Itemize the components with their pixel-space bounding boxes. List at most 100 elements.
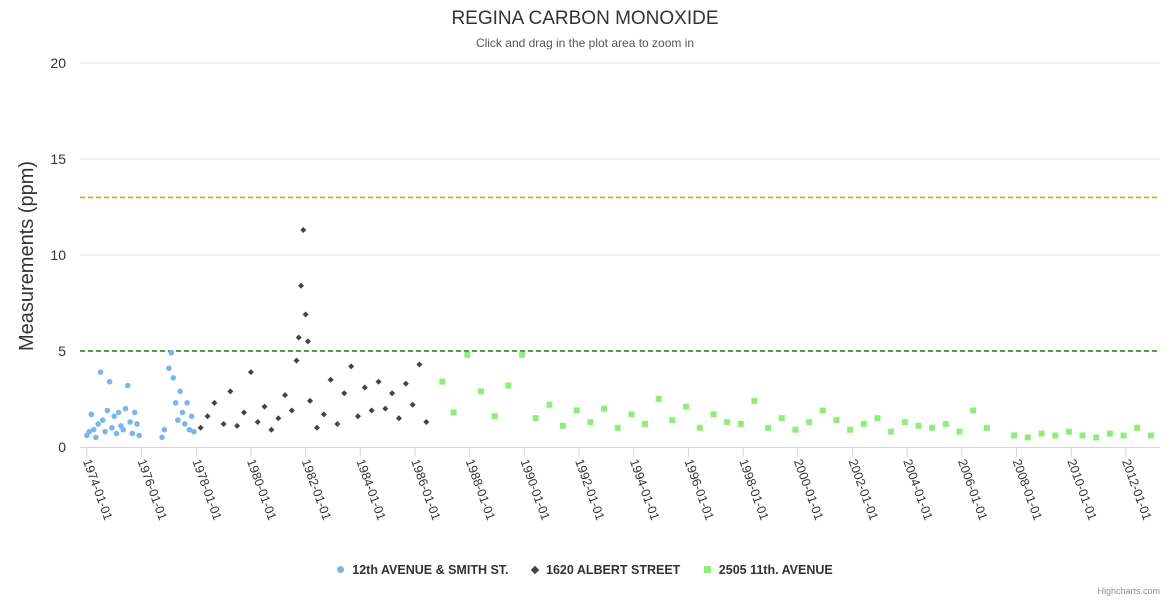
data-point [327, 376, 334, 383]
data-point [1038, 430, 1045, 437]
data-point [765, 424, 772, 431]
data-point [300, 227, 307, 234]
data-point [642, 420, 649, 427]
x-tick-label: 2010-01-01 [1064, 457, 1099, 522]
chart-title: REGINA CARBON MONOXIDE [451, 8, 719, 29]
data-point [211, 399, 218, 406]
data-point [792, 426, 799, 433]
data-point [1134, 424, 1141, 431]
grid-layer [80, 62, 1160, 352]
data-point [204, 413, 211, 420]
data-point [334, 420, 341, 427]
x-tick-label: 1978-01-01 [189, 457, 224, 522]
data-point [113, 430, 120, 437]
legend-label: 1620 ALBERT STREET [546, 563, 681, 577]
data-point [99, 417, 106, 423]
data-point [1065, 428, 1072, 435]
x-tick-label: 1988-01-01 [463, 457, 498, 522]
data-point [1079, 432, 1086, 439]
data-point [288, 407, 295, 414]
data-point [182, 421, 188, 427]
data-point [97, 369, 104, 375]
y-tick-label: 10 [50, 247, 66, 263]
data-point [669, 417, 676, 424]
data-point [361, 384, 368, 391]
data-point [136, 432, 143, 439]
data-point [166, 365, 172, 372]
data-point [573, 407, 580, 414]
x-tick-label: 2008-01-01 [1010, 457, 1045, 522]
data-point [227, 388, 234, 395]
x-tick-label: 1990-01-01 [518, 457, 553, 522]
data-point [1024, 434, 1031, 441]
data-point [464, 351, 471, 358]
data-point [710, 411, 717, 418]
credit-link[interactable]: Highcharts.com [1097, 586, 1160, 596]
data-point [175, 417, 181, 423]
data-point [188, 413, 195, 420]
legend-item-albert-street[interactable]: 1620 ALBERT STREET [530, 563, 681, 577]
data-point [341, 390, 348, 397]
data-point [129, 430, 136, 437]
data-point [170, 375, 177, 381]
legend-item-12th-avenue[interactable]: 12th AVENUE & SMITH ST. [337, 563, 509, 577]
data-point [302, 311, 309, 318]
data-point [819, 407, 826, 414]
data-point [888, 428, 895, 435]
data-point [354, 413, 361, 420]
y-tick-label: 15 [50, 151, 66, 167]
data-point [304, 338, 311, 345]
legend-label: 2505 11th. AVENUE [718, 562, 833, 577]
data-point [95, 421, 101, 427]
data-point [546, 401, 553, 408]
x-tick-label: 2002-01-01 [846, 457, 881, 522]
data-point [696, 424, 703, 431]
data-point [450, 409, 457, 416]
data-point [505, 382, 512, 389]
data-point [1147, 432, 1154, 439]
legend-item-11th-avenue[interactable]: 2505 11th. AVENUE [703, 562, 833, 577]
data-point [186, 426, 193, 433]
data-point [614, 424, 621, 431]
data-points [84, 227, 1154, 441]
series-2 [439, 351, 1154, 441]
data-point [439, 378, 446, 385]
data-point [93, 434, 99, 441]
x-tick-label: 1992-01-01 [572, 457, 607, 522]
data-point [102, 428, 108, 435]
data-point [847, 426, 854, 433]
data-point [1052, 432, 1059, 439]
data-point [737, 420, 744, 427]
x-tick-label: 1976-01-01 [135, 457, 170, 522]
data-point [1106, 430, 1113, 437]
data-point [751, 397, 758, 404]
y-tick-label: 20 [50, 55, 66, 71]
data-point [1093, 434, 1100, 441]
data-point [382, 405, 389, 412]
data-point [320, 411, 327, 418]
data-point [120, 426, 126, 433]
x-tick-label: 1996-01-01 [682, 457, 717, 522]
data-point [929, 424, 936, 431]
data-point [1011, 432, 1018, 439]
legend: 12th AVENUE & SMITH ST. 1620 ALBERT STRE… [0, 562, 1170, 577]
legend-circle-icon [337, 566, 345, 573]
data-point [416, 361, 423, 368]
data-point [106, 378, 113, 385]
x-tick-label: 1998-01-01 [736, 457, 771, 522]
data-point [402, 380, 409, 387]
data-point [375, 378, 382, 385]
data-point [683, 403, 690, 410]
data-point [970, 407, 977, 414]
x-tick-label: 1982-01-01 [299, 457, 334, 522]
data-point [587, 419, 594, 426]
y-axis-label: Measurements (ppm) [16, 161, 38, 351]
data-point [122, 405, 129, 412]
scatter-chart[interactable]: 0 5 10 15 20 1974-01-01 1976-01-01 1978-01-01 19… [0, 0, 1170, 560]
data-point [1120, 432, 1127, 439]
data-point [942, 420, 949, 427]
data-point [348, 363, 355, 370]
data-point [111, 413, 118, 420]
data-point [159, 434, 165, 441]
data-point [806, 419, 813, 426]
